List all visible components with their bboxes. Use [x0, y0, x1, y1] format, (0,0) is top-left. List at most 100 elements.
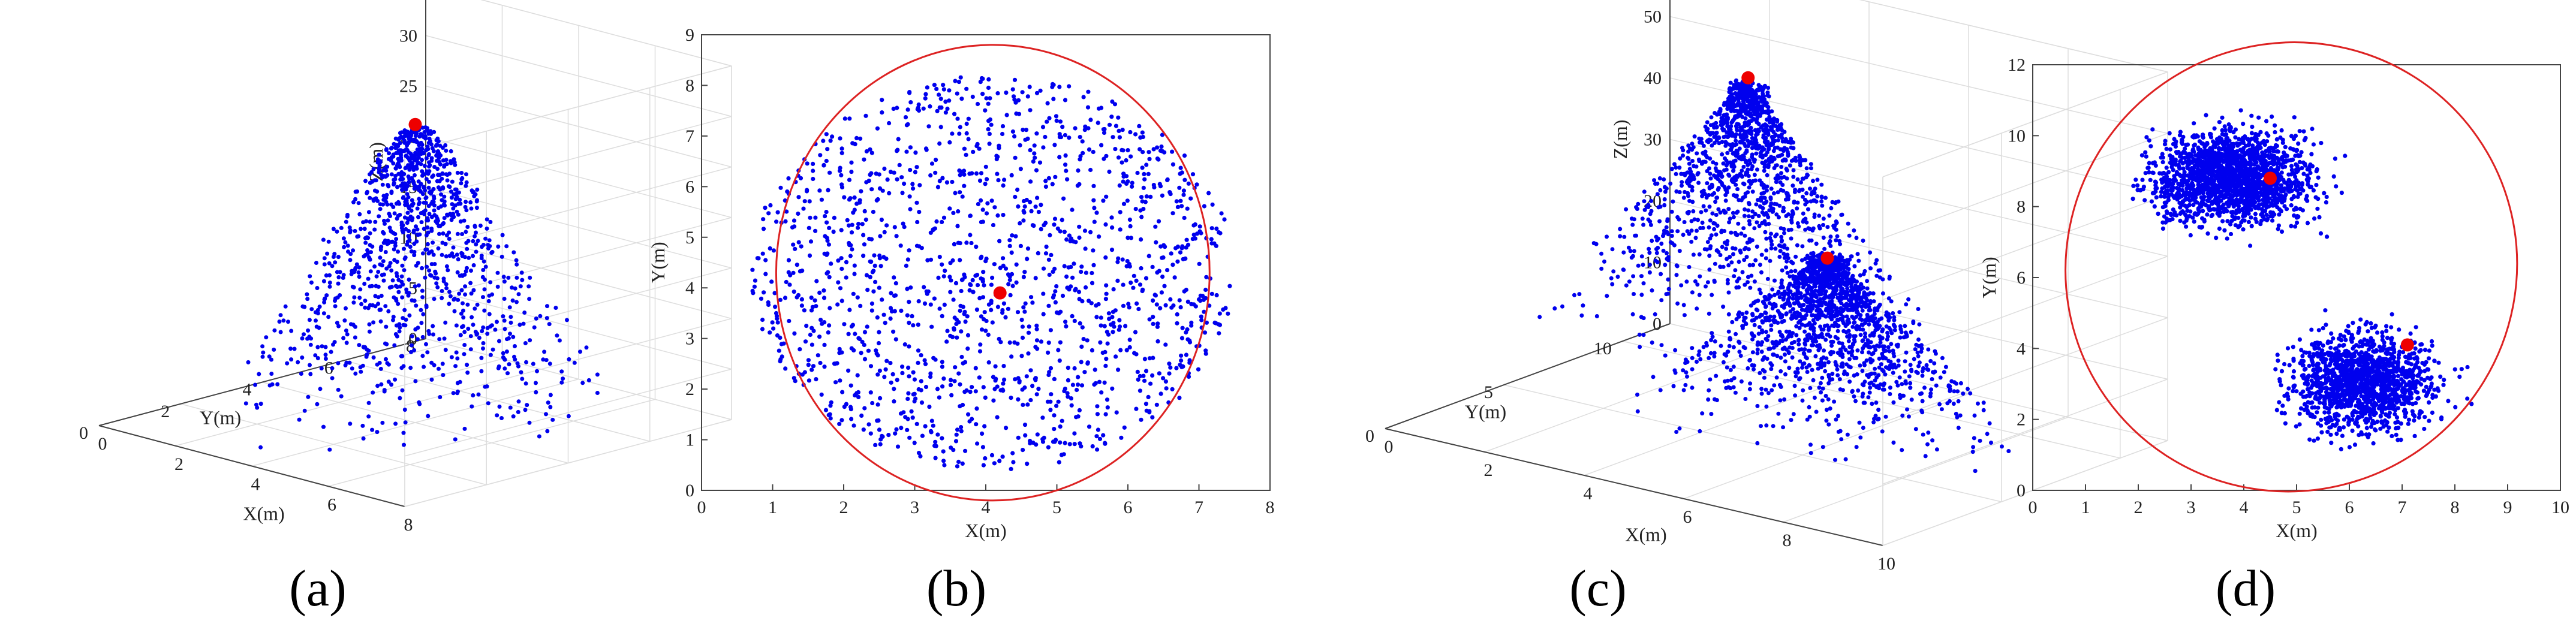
point: [525, 403, 529, 408]
point: [1767, 144, 1771, 148]
point: [1793, 188, 1798, 192]
point: [1771, 149, 1776, 153]
point: [1011, 460, 1016, 465]
point: [407, 157, 411, 162]
point: [537, 434, 541, 439]
point: [1048, 366, 1054, 370]
point: [462, 255, 467, 260]
point: [1179, 204, 1184, 209]
point: [948, 382, 953, 387]
point: [1103, 297, 1108, 302]
point: [1825, 225, 1830, 230]
point: [455, 391, 460, 396]
point: [934, 444, 938, 448]
point: [885, 177, 890, 182]
point: [875, 126, 880, 131]
point: [1052, 216, 1058, 221]
point: [1755, 245, 1759, 249]
point: [482, 308, 487, 313]
point: [1163, 303, 1168, 308]
y-tick-label: 8: [685, 76, 694, 95]
point: [1013, 100, 1018, 105]
point: [1987, 421, 1992, 426]
point: [1774, 339, 1778, 344]
box-edge: [404, 65, 732, 153]
point: [377, 168, 381, 173]
point: [862, 357, 868, 361]
point: [458, 197, 462, 202]
point: [524, 360, 528, 364]
point: [1835, 313, 1840, 318]
point: [1175, 204, 1180, 209]
point: [1015, 341, 1020, 346]
point: [894, 234, 899, 239]
point: [1723, 198, 1728, 203]
point: [1063, 162, 1068, 167]
point: [954, 321, 959, 327]
point: [905, 427, 910, 432]
point: [308, 363, 312, 367]
point: [1052, 413, 1057, 418]
point: [416, 283, 421, 288]
point: [475, 187, 480, 192]
point: [544, 412, 548, 417]
point: [404, 165, 408, 170]
point: [1885, 330, 1890, 335]
point: [493, 327, 498, 332]
point: [907, 90, 912, 95]
point: [1785, 270, 1790, 275]
point: [1708, 351, 1713, 355]
point: [1930, 438, 1935, 443]
point: [455, 252, 459, 257]
point: [1641, 333, 1646, 337]
point: [459, 311, 464, 316]
point: [878, 234, 883, 239]
point: [296, 360, 300, 364]
point: [791, 242, 796, 247]
point: [1937, 402, 1942, 406]
point: [1773, 246, 1778, 251]
point: [888, 170, 893, 174]
point: [1117, 183, 1122, 188]
x-axis-label: X(m): [1625, 524, 1666, 545]
point: [1109, 248, 1115, 252]
point: [1024, 197, 1029, 203]
point: [993, 364, 998, 369]
point: [526, 284, 531, 289]
point: [1756, 144, 1761, 149]
point: [407, 150, 411, 155]
point: [437, 337, 442, 342]
point: [1649, 198, 1654, 203]
point: [1138, 208, 1143, 213]
point: [441, 185, 446, 190]
point: [359, 227, 363, 231]
point: [1067, 287, 1072, 292]
point: [852, 195, 857, 200]
point: [381, 231, 386, 236]
point: [1903, 359, 1907, 364]
point: [1105, 405, 1110, 410]
point: [1659, 343, 1664, 348]
point: [407, 278, 411, 282]
point: [1076, 168, 1081, 173]
point: [1948, 388, 1952, 393]
point: [414, 224, 418, 229]
point: [344, 328, 348, 333]
point: [902, 181, 907, 186]
point: [1813, 339, 1817, 343]
point: [359, 302, 364, 306]
point: [1106, 332, 1111, 337]
point: [405, 141, 410, 146]
point: [422, 227, 426, 231]
point: [1028, 147, 1033, 153]
point: [848, 254, 853, 258]
point: [938, 97, 943, 101]
point: [953, 365, 958, 370]
point: [425, 225, 430, 230]
point: [948, 261, 953, 266]
point: [1782, 231, 1786, 236]
point: [1040, 437, 1045, 442]
point: [455, 170, 460, 175]
point: [481, 346, 485, 351]
point: [809, 296, 814, 300]
